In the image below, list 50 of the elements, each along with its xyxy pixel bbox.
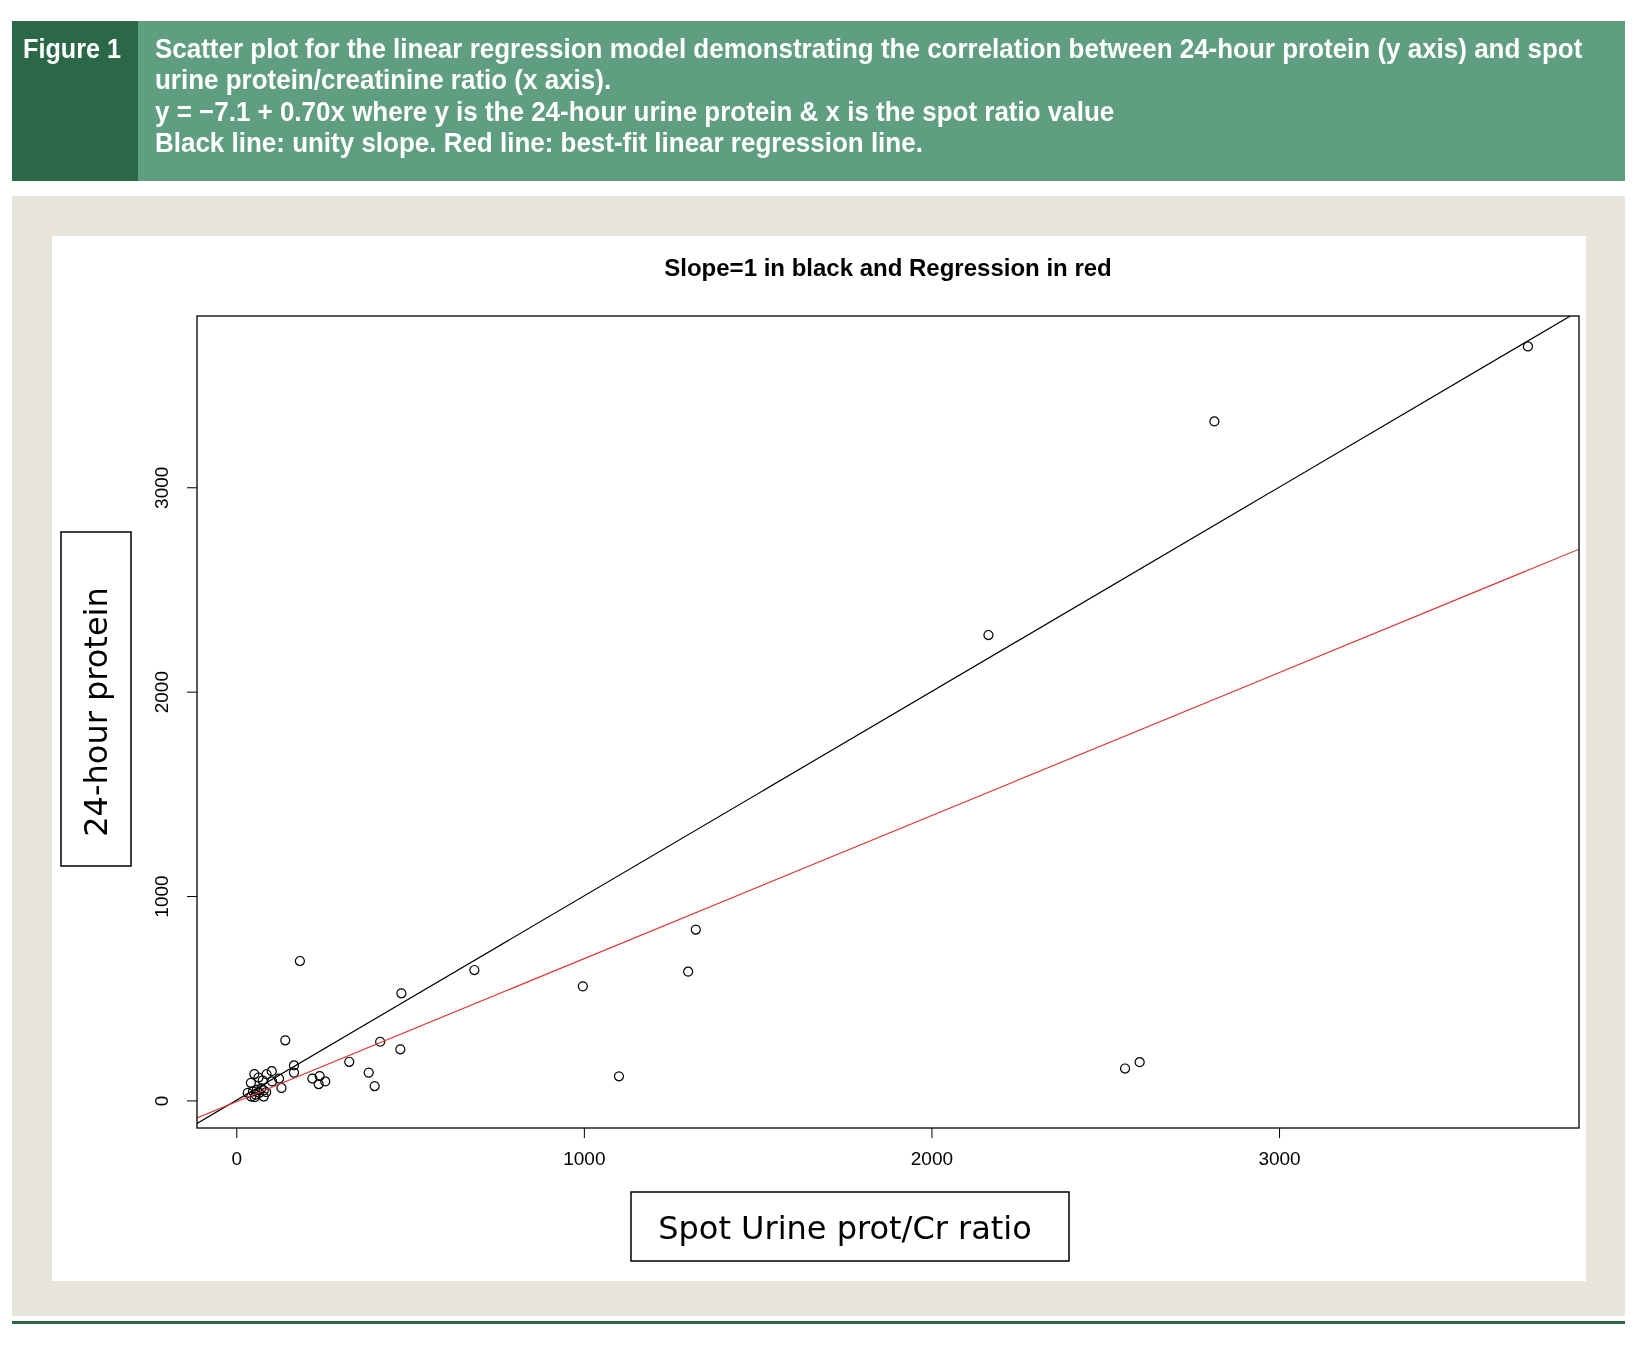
point — [983, 629, 994, 641]
point — [266, 1076, 278, 1087]
point — [307, 1073, 318, 1084]
point — [242, 1087, 253, 1098]
point — [375, 1036, 386, 1047]
point — [280, 1035, 291, 1046]
point — [613, 1071, 625, 1082]
point — [690, 924, 701, 935]
point — [249, 1068, 260, 1080]
x-axis-title: Spot Urine prot/Cr ratio — [658, 1209, 1032, 1247]
y-tick-label: 2000 — [150, 671, 172, 714]
point — [258, 1091, 269, 1102]
point — [266, 1066, 277, 1077]
point — [1522, 341, 1534, 352]
point — [294, 955, 305, 967]
y-tick-label: 1000 — [150, 875, 172, 918]
caption: Figure 1 — [23, 32, 122, 65]
point — [577, 981, 588, 992]
y-axis-title: 24-hour protein — [77, 587, 115, 837]
point — [395, 1044, 406, 1055]
point — [1209, 416, 1220, 427]
point — [253, 1072, 264, 1083]
text: Black line: unity slope. Red line: best-fit linear regression line. — [155, 127, 923, 159]
point — [313, 1078, 324, 1090]
point — [288, 1060, 300, 1071]
point — [257, 1075, 268, 1086]
point — [245, 1077, 256, 1088]
point — [363, 1067, 374, 1078]
point — [1119, 1063, 1131, 1074]
point — [683, 966, 694, 977]
point — [369, 1081, 380, 1092]
point — [276, 1082, 287, 1094]
y-tick-label: 3000 — [150, 466, 172, 509]
point — [288, 1067, 300, 1078]
point — [396, 988, 407, 999]
x-tick-label: 2000 — [910, 1148, 954, 1170]
point — [314, 1070, 325, 1082]
point — [1134, 1057, 1145, 1068]
x-tick-label: 0 — [231, 1148, 243, 1170]
text: y = −7.1 + 0.70x where y is the 24-hour urine protein & x is the spot ratio value — [155, 96, 1115, 128]
point — [344, 1056, 355, 1067]
point — [261, 1069, 272, 1080]
point — [273, 1073, 285, 1084]
point — [469, 964, 480, 976]
y-tick-label: 0 — [150, 1095, 172, 1107]
point — [320, 1076, 331, 1087]
text: Scatter plot for the linear regression model demonstrating the correlation between 24-hour protein (y axis) and spot urine protein/creatinine ratio (x axis). — [155, 33, 1583, 96]
chart-title: Slope=1 in black and Regression in red — [664, 254, 1112, 281]
x-tick-label: 3000 — [1258, 1148, 1301, 1170]
x-tick-label: 1000 — [563, 1148, 606, 1170]
